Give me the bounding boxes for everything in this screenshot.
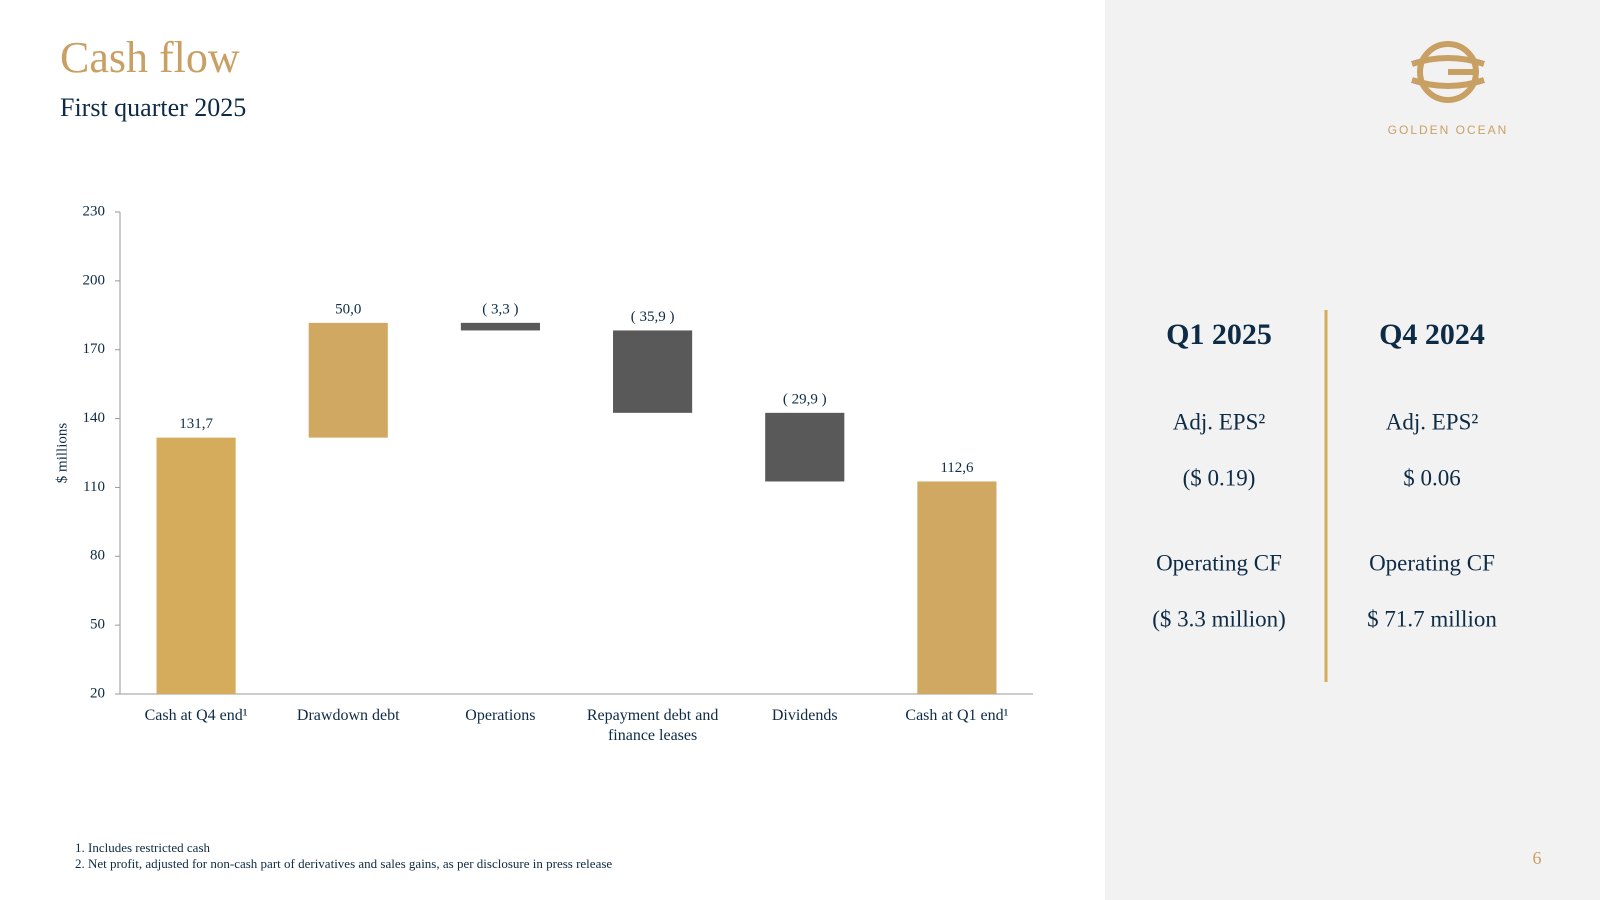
- panel-value: ($ 3.3 million): [1152, 606, 1286, 631]
- y-tick-label: 50: [90, 617, 105, 633]
- bar: [308, 322, 388, 438]
- data-label: ( 35,9 ): [631, 309, 675, 325]
- x-tick-label: Cash at Q1 end¹: [905, 707, 1009, 724]
- panel-heading: Q1 2025: [1166, 318, 1272, 351]
- data-label: ( 29,9 ): [783, 391, 827, 407]
- y-tick-label: 200: [83, 272, 106, 288]
- footnote: 2. Net profit, adjusted for non-cash par…: [75, 856, 612, 871]
- y-axis-label: $ millions: [54, 423, 70, 484]
- panel-value: $ 71.7 million: [1367, 606, 1497, 631]
- data-label: ( 3,3 ): [482, 301, 518, 317]
- x-tick-label: Dividends: [771, 707, 838, 724]
- page-number: 6: [1533, 848, 1542, 868]
- bar: [765, 412, 845, 482]
- panel-value: $ 0.06: [1403, 465, 1461, 490]
- bar: [917, 481, 997, 694]
- y-tick-label: 170: [83, 341, 106, 357]
- y-tick-label: 80: [90, 548, 105, 564]
- data-label: 131,7: [179, 416, 213, 432]
- bar: [613, 330, 693, 413]
- panel-label: Adj. EPS²: [1386, 409, 1479, 434]
- y-tick-label: 110: [83, 479, 105, 495]
- data-label: 50,0: [335, 301, 361, 317]
- x-tick-label: Operations: [465, 707, 536, 724]
- panel-heading: Q4 2024: [1379, 318, 1485, 351]
- x-tick-label: Cash at Q4 end¹: [144, 707, 248, 724]
- panel-value: ($ 0.19): [1183, 465, 1256, 490]
- data-label: 112,6: [940, 460, 974, 476]
- logo-text: GOLDEN OCEAN: [1388, 123, 1509, 137]
- side-panel: [1105, 0, 1600, 900]
- x-tick-label: Repayment debt and finance leases: [586, 707, 719, 744]
- x-tick-label: Drawdown debt: [296, 707, 400, 724]
- subtitle: First quarter 2025: [60, 93, 246, 122]
- panel-label: Adj. EPS²: [1173, 409, 1266, 434]
- y-tick-label: 140: [83, 410, 106, 426]
- title: Cash flow: [60, 33, 240, 82]
- panel-label: Operating CF: [1156, 550, 1282, 575]
- bar: [156, 437, 236, 694]
- footnote: 1. Includes restricted cash: [75, 840, 211, 855]
- y-tick-label: 230: [83, 203, 106, 219]
- y-tick-label: 20: [90, 685, 105, 701]
- bar: [460, 322, 540, 331]
- logo-mark: [1411, 41, 1485, 103]
- panel-label: Operating CF: [1369, 550, 1495, 575]
